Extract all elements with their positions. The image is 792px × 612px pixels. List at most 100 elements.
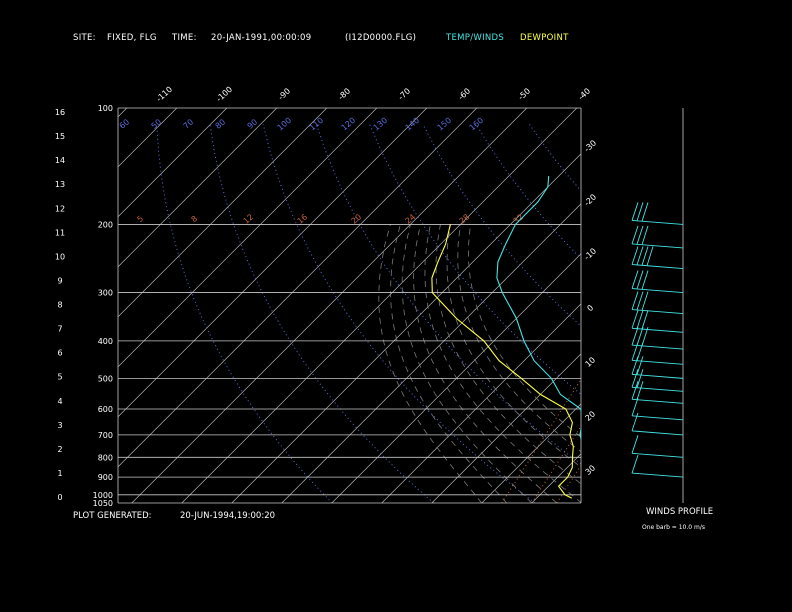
moist-adiabat [446,224,581,468]
pressure-label: 700 [98,431,113,440]
pressure-label: 500 [98,374,113,383]
isotherm-label-right: -10 [582,246,598,261]
time-value: 20-JAN-1991,00:00:09 [211,33,312,43]
mixing-ratio-label: 5 [136,214,146,224]
mixing-ratio-label: 12 [242,212,256,225]
isotherm-line [118,108,328,318]
dry-adiabat [315,123,581,465]
height-km-label: 12 [55,204,65,213]
isotherm-label: -90 [276,86,292,101]
dry-adiabat-label: 90 [246,117,260,130]
pressure-label: 900 [98,473,113,482]
isotherm-line [331,253,581,503]
wind-barb [631,291,639,310]
wind-barb-staff [631,264,684,269]
isotherm-label: -110 [155,85,175,104]
wind-barb [631,435,639,454]
isotherm-label-right: 0 [585,303,595,313]
wind-barb [636,225,644,245]
moist-adiabat [457,224,581,453]
isotherm-line [118,108,378,368]
pressure-label: 300 [98,289,113,298]
dry-adiabat-label: 150 [436,116,453,133]
isotherm-label: -60 [456,86,472,101]
pressure-label: 600 [98,405,113,414]
dewpoint-profile [431,224,574,499]
isotherm-line [131,108,528,503]
isotherm-line [118,108,228,218]
moist-adiabat [413,224,558,503]
wind-barb [631,412,639,432]
pressure-label: 100 [98,104,113,113]
mixing-ratio-label: 8 [190,214,200,224]
mixing-ratio-line [647,224,792,503]
height-km-label: 5 [57,373,62,382]
wind-barb-staff [631,472,684,478]
moist-adiabat [401,224,533,503]
mixing-ratio-line [672,224,792,503]
height-km-label: 14 [55,156,65,165]
wind-barb [636,381,644,400]
wind-barb-staff [631,309,684,315]
dry-adiabat [528,123,581,192]
temperature-profile [496,176,581,441]
dry-adiabat [742,124,792,503]
wind-barb [641,270,649,290]
dry-adiabat [689,124,792,503]
height-km-label: 4 [57,397,62,406]
wind-barb [631,246,639,265]
dry-adiabat [156,123,333,503]
wind-barb [641,291,649,311]
height-km-label: 9 [57,276,62,285]
dry-adiabat [209,123,434,503]
mixing-ratio-label: 16 [296,212,310,225]
mixing-ratio-line [607,224,786,503]
mixing-ratio-label: 28 [458,212,472,225]
isotherm-line [481,403,581,503]
height-km-label: 0 [57,493,62,502]
wind-barb [631,454,639,474]
wind-barb [631,326,639,346]
dry-adiabat [636,124,792,503]
isotherm-line [231,153,581,503]
isotherm-line [118,108,178,168]
isotherm-line [682,108,792,503]
pressure-label: 800 [98,453,113,462]
wind-barb-staff [631,430,684,436]
wind-barb [641,310,649,330]
wind-barb [636,202,644,221]
dry-adiabat-label: 70 [182,117,196,130]
height-km-label: 16 [55,108,65,117]
mixing-ratio-line [531,425,581,503]
isotherm-label-right: 30 [584,463,598,477]
wind-barb-staff [631,452,684,458]
wind-barb [631,310,639,329]
time-label: TIME: [172,33,197,43]
height-km-label: 13 [55,180,65,189]
isotherm-line [381,303,581,503]
wind-barb [631,356,639,375]
dry-adiabat-label: 110 [308,116,325,133]
site-value: FIXED, FLG [107,33,157,43]
pressure-label: 400 [98,337,113,346]
isotherm-line [118,108,278,268]
height-km-label: 6 [57,349,62,358]
wind-barb [631,381,639,400]
wind-barb [631,342,639,361]
isotherm-label: -50 [516,86,532,101]
plot-generated-value: 20-JUN-1994,19:00:20 [180,511,276,521]
wind-barb-staff [631,327,684,333]
height-km-label: 8 [57,301,62,310]
isotherm-line [118,108,428,418]
pressure-label: 1050 [93,499,113,508]
isotherm-line [181,108,578,503]
isotherm-label-right: 10 [584,355,598,369]
isotherm-label: -70 [396,86,412,101]
dry-adiabat-label: 130 [372,116,389,133]
isotherm-line [431,353,581,503]
height-km-label: 3 [57,421,62,430]
height-km-label: 15 [55,132,65,141]
moist-adiabat [378,224,483,503]
isotherm-label: -100 [215,85,235,104]
wind-barb [631,225,639,245]
